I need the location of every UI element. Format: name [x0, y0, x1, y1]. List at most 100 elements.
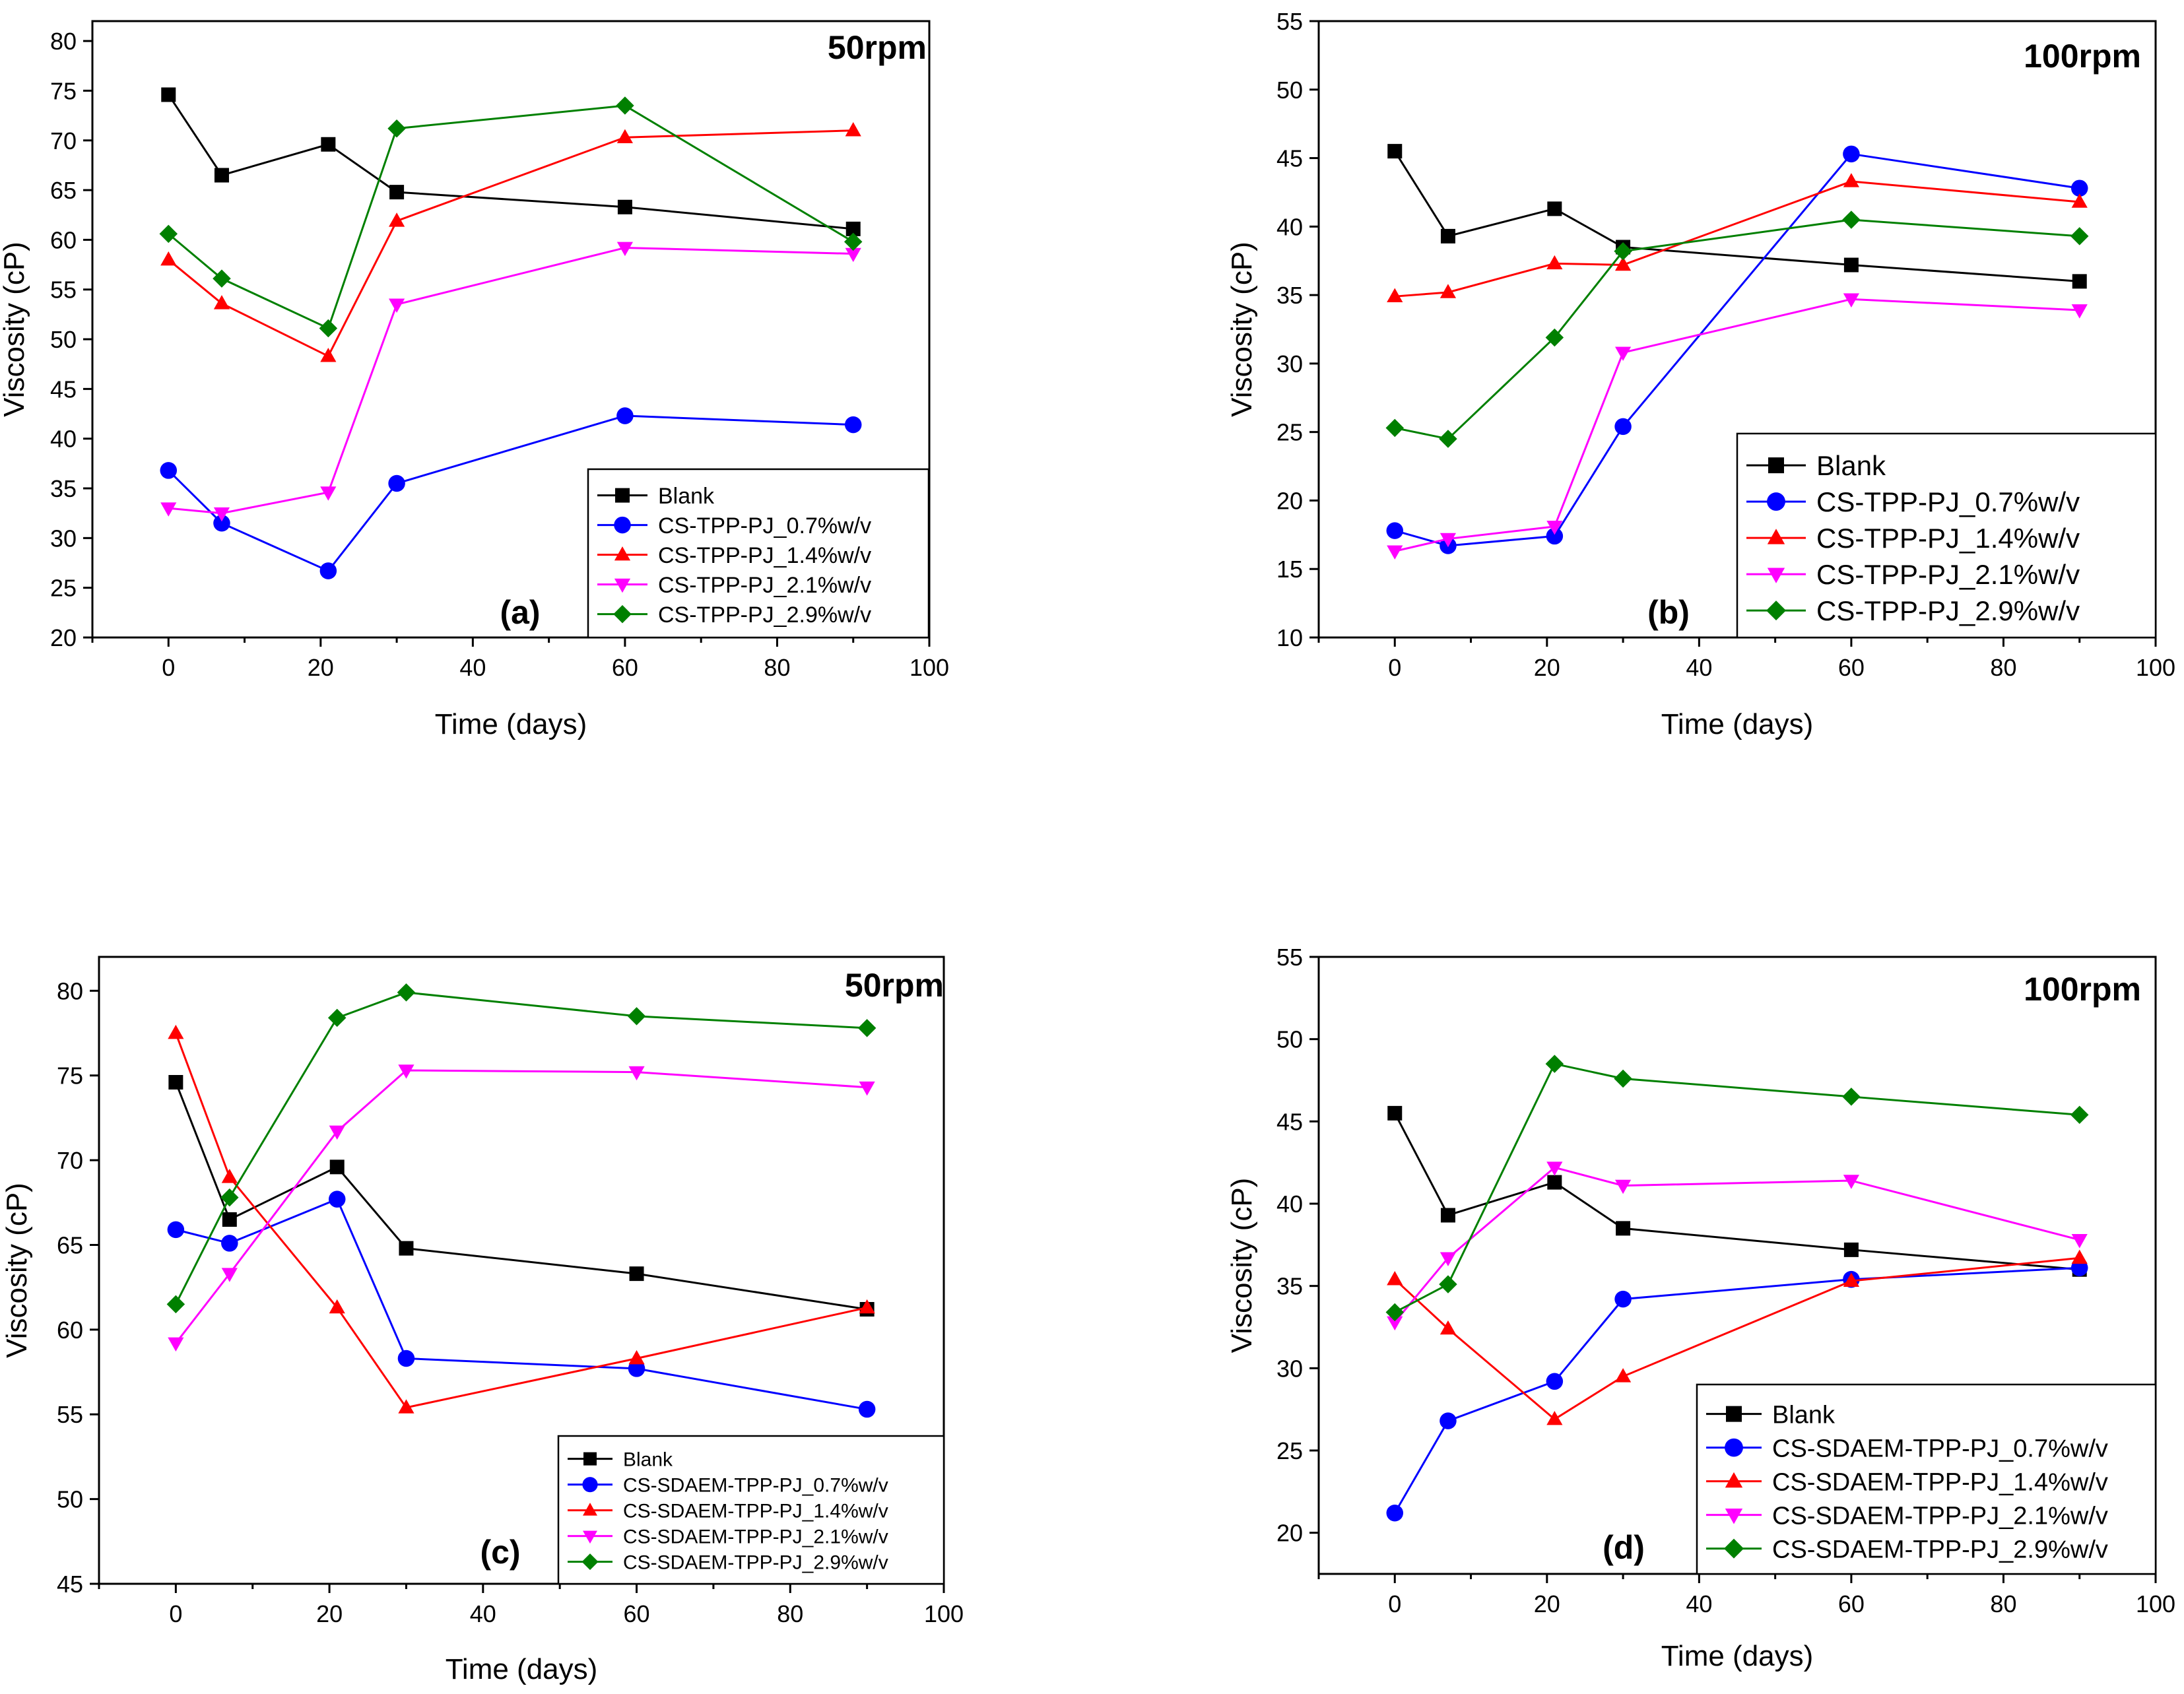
data-point: [1843, 293, 1860, 308]
x-axis-label: Time (days): [1661, 1640, 1814, 1672]
data-point: [1547, 1175, 1562, 1190]
x-tick-label: 60: [612, 654, 638, 681]
x-tick-label: 100: [2136, 654, 2175, 681]
data-point: [1387, 545, 1403, 560]
legend-entry: CS-TPP-PJ_2.1%w/v: [1816, 559, 2080, 590]
chart-panel-d: 0 20 40 60 80 100 20 25 30 35 40 45 50 55 Time (days) V…: [1226, 944, 2175, 1672]
y-tick-label: 30: [1276, 1355, 1303, 1382]
y-tick-label: 80: [57, 977, 83, 1004]
x-tick-label: 20: [1534, 1590, 1560, 1617]
data-point: [1440, 228, 1455, 244]
data-point: [1842, 1088, 1861, 1106]
data-point: [167, 1221, 185, 1239]
series-line: [1394, 1062, 2080, 1313]
data-point: [160, 462, 178, 479]
series-cs-sdaem-tpp-pj-1-4-w-v: [1387, 1249, 2088, 1425]
y-tick-label: 25: [1276, 419, 1303, 446]
series-cs-sdaem-tpp-pj-2-9-w-v: [1385, 1055, 2089, 1322]
y-tick-label: 20: [50, 624, 77, 651]
legend-marker: [583, 1452, 597, 1466]
data-point: [844, 416, 862, 434]
legend-entry: CS-SDAEM-TPP-PJ_0.7%w/v: [1772, 1435, 2108, 1462]
x-tick-label: 80: [764, 654, 790, 681]
y-tick-label: 60: [57, 1317, 83, 1344]
data-point: [1386, 522, 1404, 539]
series-line: [168, 414, 853, 572]
y-tick-label: 50: [50, 326, 77, 353]
data-point: [1440, 1208, 1455, 1223]
y-tick-label: 50: [57, 1486, 83, 1513]
x-axis-label: Time (days): [435, 708, 587, 740]
speed-label: 100rpm: [2024, 38, 2141, 75]
legend-marker: [1768, 457, 1784, 474]
series-cs-tpp-pj-2-9-w-v: [159, 96, 863, 338]
data-point: [2070, 227, 2089, 245]
data-point: [627, 1007, 646, 1026]
data-point: [397, 1350, 415, 1367]
data-point: [1843, 257, 1859, 273]
x-tick-label: 0: [162, 654, 175, 681]
data-point: [328, 1190, 346, 1208]
panel-label: (d): [1603, 1529, 1645, 1566]
legend-entry: CS-TPP-PJ_2.1%w/v: [658, 573, 871, 598]
data-point: [2071, 1234, 2088, 1249]
data-point: [1843, 1242, 1859, 1257]
data-point: [1385, 1303, 1405, 1322]
data-point: [1439, 1320, 1457, 1335]
data-point: [398, 1064, 414, 1079]
x-tick-label: 80: [1990, 1590, 2016, 1617]
data-point: [1439, 1275, 1457, 1293]
data-point: [845, 247, 861, 263]
data-point: [617, 199, 632, 214]
data-point: [859, 1081, 875, 1096]
data-point: [329, 1125, 345, 1140]
y-tick-label: 60: [50, 226, 77, 253]
legend-marker: [583, 1503, 597, 1516]
data-point: [1614, 1368, 1632, 1383]
data-point: [159, 224, 178, 244]
data-point: [389, 185, 405, 200]
series-line: [168, 94, 853, 230]
data-point: [628, 1066, 645, 1081]
data-point: [1386, 1504, 1404, 1522]
data-point: [327, 1008, 347, 1027]
data-point: [1439, 430, 1457, 448]
data-point: [616, 96, 634, 115]
legend-marker: [1725, 1438, 1743, 1457]
legend: Blank CS-SDAEM-TPP-PJ_0.7%w/v CS-SDAEM-TPP…: [1696, 1383, 2157, 1575]
x-tick-label: 100: [2136, 1590, 2175, 1617]
chart-panel-c: 0 20 40 60 80 100 45 50 55 60 65 70 75 80 Time (days) V…: [1, 956, 964, 1685]
data-point: [214, 168, 229, 183]
legend-marker: [1767, 529, 1785, 544]
y-tick-label: 25: [1276, 1437, 1303, 1464]
legend-marker: [1766, 601, 1786, 621]
data-point: [1616, 1221, 1631, 1236]
series-cs-tpp-pj-2-9-w-v: [1385, 211, 2089, 448]
panel-label: (c): [480, 1534, 520, 1571]
data-point: [399, 1241, 414, 1256]
x-tick-label: 60: [624, 1600, 650, 1627]
data-point: [1439, 1252, 1457, 1266]
y-tick-label: 10: [1276, 624, 1303, 651]
data-point: [2071, 304, 2088, 319]
data-point: [1614, 346, 1632, 361]
data-point: [160, 251, 177, 266]
legend-marker: [613, 604, 632, 624]
y-tick-label: 70: [50, 127, 77, 154]
series-cs-sdaem-tpp-pj-2-9-w-v: [166, 983, 877, 1314]
y-tick-label: 25: [50, 575, 77, 602]
legend-entry: CS-TPP-PJ_2.9%w/v: [1816, 595, 2080, 626]
data-point: [845, 221, 861, 236]
y-tick-label: 50: [1276, 1026, 1303, 1053]
y-tick-label: 50: [1276, 77, 1303, 104]
y-tick-label: 35: [1276, 282, 1303, 309]
legend-marker: [1725, 1509, 1743, 1524]
legend-entry: Blank: [1816, 450, 1886, 481]
legend: Blank CS-TPP-PJ_0.7%w/v CS-TPP-PJ_1.4%w/v C…: [1736, 432, 2157, 639]
legend-marker: [615, 488, 630, 503]
data-point: [1545, 328, 1564, 347]
y-tick-label: 80: [50, 28, 77, 55]
y-tick-label: 75: [57, 1062, 83, 1090]
y-tick-label: 40: [50, 426, 77, 453]
